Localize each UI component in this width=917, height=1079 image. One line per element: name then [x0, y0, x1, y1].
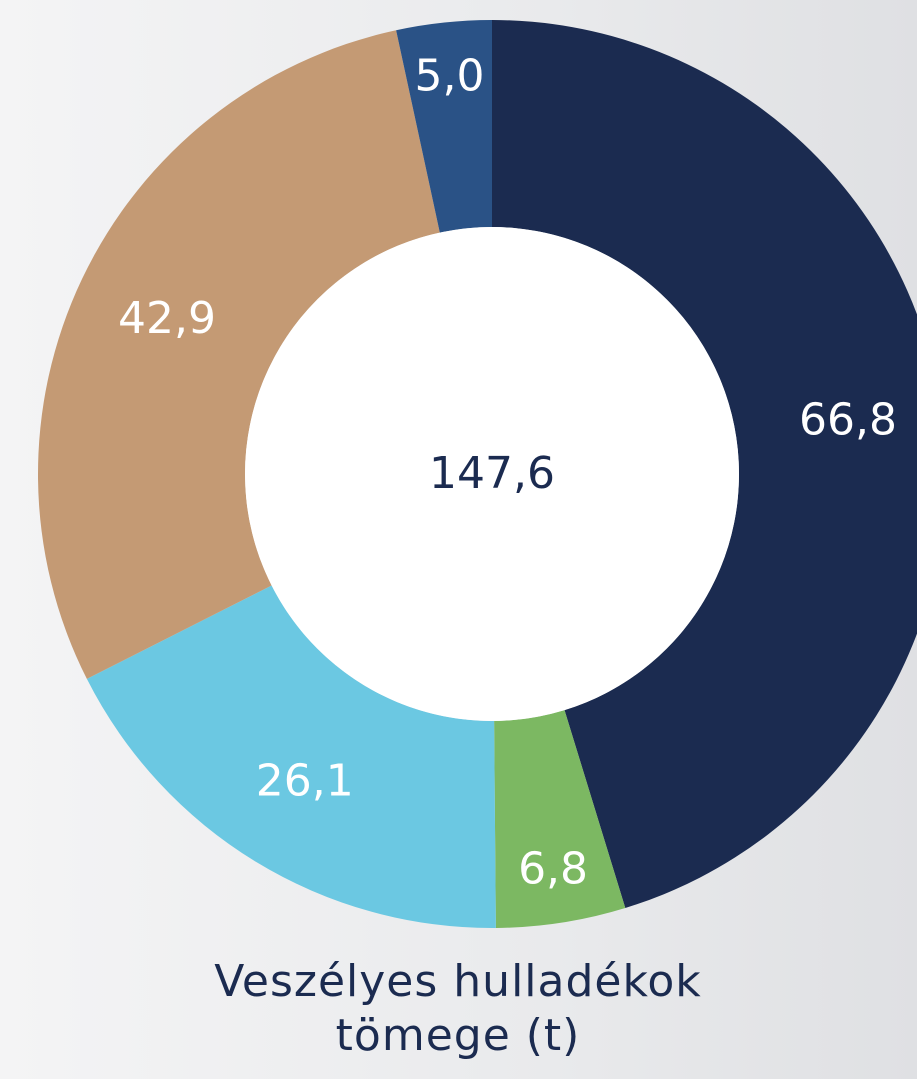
slice: [494, 710, 626, 928]
slice: [492, 20, 917, 908]
slice: [38, 30, 440, 679]
value-label: 5,0: [415, 50, 485, 101]
chart: 66,8 6,8 26,1 42,9 5,0 147,6: [38, 20, 917, 928]
value-label: 6,8: [518, 843, 588, 894]
value-label: 26,1: [256, 755, 354, 806]
slice: [396, 20, 492, 233]
value-label: 42,9: [118, 293, 216, 344]
value-label: 66,8: [799, 395, 897, 446]
slice: [86, 585, 496, 928]
donut-hole: [245, 227, 739, 721]
center-label: 147,6: [429, 448, 555, 499]
chart-title: Veszélyes hulladékok tömege (t): [214, 956, 702, 1061]
